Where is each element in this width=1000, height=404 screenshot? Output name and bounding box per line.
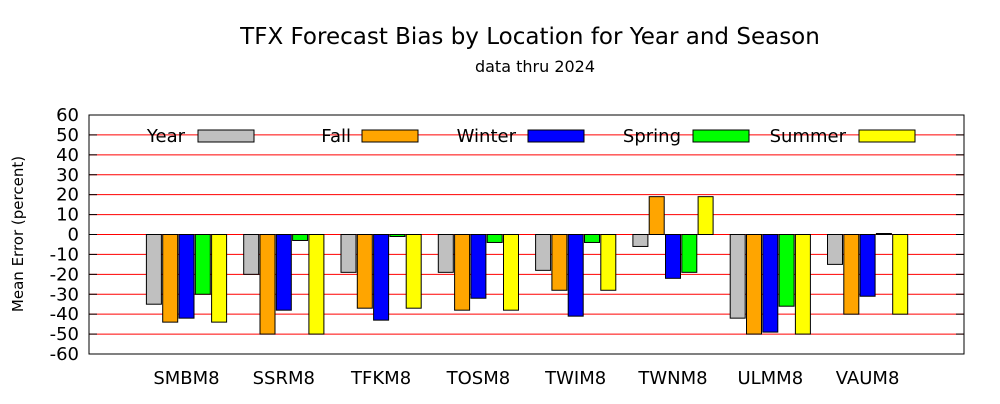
bar (259, 234, 276, 335)
bar (892, 234, 909, 315)
bar (567, 234, 584, 317)
legend-label: Spring (623, 126, 681, 147)
bar (356, 234, 373, 309)
bar (648, 196, 665, 236)
y-tick-label: 20 (56, 185, 79, 206)
bar (162, 234, 179, 323)
bar (535, 234, 552, 271)
chart-title: TFX Forecast Bias by Location for Year a… (239, 24, 820, 50)
bar (843, 234, 860, 315)
legend-label: Year (146, 126, 186, 147)
y-tick-label: -60 (50, 344, 79, 365)
y-tick-label: -40 (50, 304, 79, 325)
bar (681, 234, 698, 273)
bar (778, 234, 795, 307)
y-tick-label: 10 (56, 205, 79, 226)
bar (600, 234, 617, 291)
bar (827, 234, 843, 265)
bar (665, 234, 681, 279)
legend-label: Winter (457, 126, 517, 147)
legend-swatch (858, 129, 916, 143)
legend-swatch (692, 129, 750, 143)
bar (243, 234, 260, 275)
x-tick-label: SMBM8 (153, 368, 219, 389)
bar (551, 234, 568, 291)
bar (194, 234, 211, 295)
x-tick-label: TWNM8 (637, 368, 707, 389)
y-axis-label: Mean Error (percent) (9, 156, 27, 312)
bar (470, 234, 487, 299)
bar (145, 234, 162, 305)
bar (340, 234, 357, 273)
y-tick-label: -10 (50, 244, 79, 265)
y-tick-label: 60 (56, 105, 79, 126)
bar (486, 234, 503, 243)
bar (454, 234, 471, 311)
y-tick-label: 0 (68, 225, 79, 246)
y-tick-label: 30 (56, 165, 79, 186)
bar (503, 234, 519, 311)
bar (875, 233, 892, 235)
x-tick-label: SSRM8 (253, 368, 315, 389)
bar (275, 234, 292, 311)
x-tick-label: TFKM8 (350, 368, 411, 389)
y-tick-label: -50 (50, 324, 79, 345)
bar (584, 234, 600, 243)
y-tick-label: -20 (50, 264, 79, 285)
legend: Year Fall Winter Spring Summer (146, 126, 916, 147)
x-tick-label: TOSM8 (446, 368, 511, 389)
legend-label: Summer (770, 126, 847, 147)
legend-swatch (361, 129, 419, 143)
legend-swatch (197, 129, 255, 143)
bar (697, 196, 714, 236)
bar (762, 234, 779, 333)
bar (746, 234, 762, 335)
bar (178, 234, 195, 319)
bar (373, 234, 390, 321)
x-tick-label: TWIM8 (544, 368, 606, 389)
bar (308, 234, 325, 335)
y-tick-label: 50 (56, 125, 79, 146)
legend-label: Fall (321, 126, 351, 147)
bar (292, 234, 309, 241)
bar (729, 234, 746, 319)
bar (389, 234, 406, 237)
bar (437, 234, 454, 273)
bar (405, 234, 422, 309)
bar (632, 234, 649, 247)
bar (859, 234, 876, 297)
y-tick-label: -30 (50, 284, 79, 305)
legend-swatch (527, 129, 585, 143)
bar (211, 234, 228, 323)
x-tick-label: VAUM8 (836, 368, 900, 389)
y-tick-label: 40 (56, 145, 79, 166)
x-tick-label: ULMM8 (737, 368, 803, 389)
chart-subtitle: data thru 2024 (475, 57, 595, 76)
plot-frame (88, 114, 965, 355)
bar (794, 234, 811, 335)
